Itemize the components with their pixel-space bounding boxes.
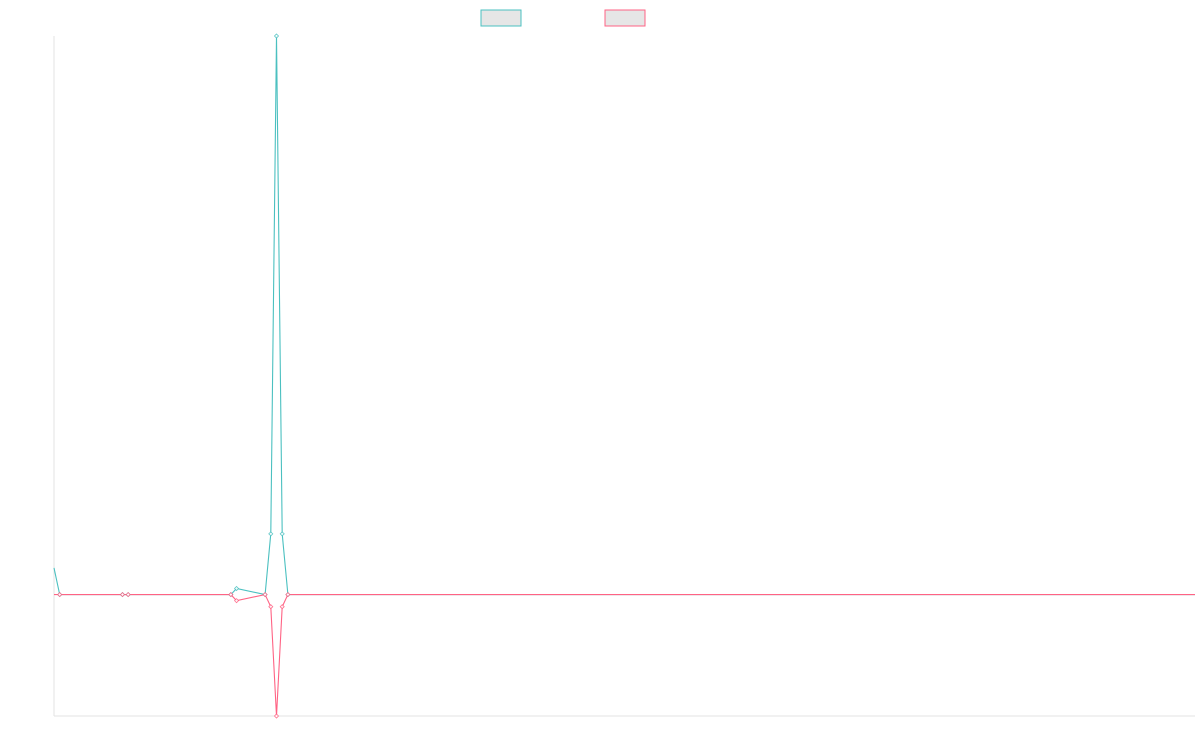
series-2-point <box>268 604 274 610</box>
legend-swatch-series-1 <box>480 9 522 27</box>
series-2-point <box>273 713 280 719</box>
series-2-point <box>233 598 240 604</box>
series-1-point <box>233 585 240 592</box>
series-2-line <box>54 593 1195 717</box>
series-2-point <box>57 592 63 598</box>
series-2-point <box>125 592 131 598</box>
series-2-point <box>285 592 291 598</box>
series-2-point <box>279 604 285 610</box>
series-1-line <box>53 35 1195 596</box>
series-2-point <box>262 592 268 598</box>
series-1-point <box>268 531 274 537</box>
legend-swatch-series-2 <box>604 9 646 27</box>
series-1-point <box>279 531 285 537</box>
series-2-point <box>228 592 234 598</box>
series-1-point <box>273 33 280 39</box>
series-2-point <box>119 592 126 598</box>
